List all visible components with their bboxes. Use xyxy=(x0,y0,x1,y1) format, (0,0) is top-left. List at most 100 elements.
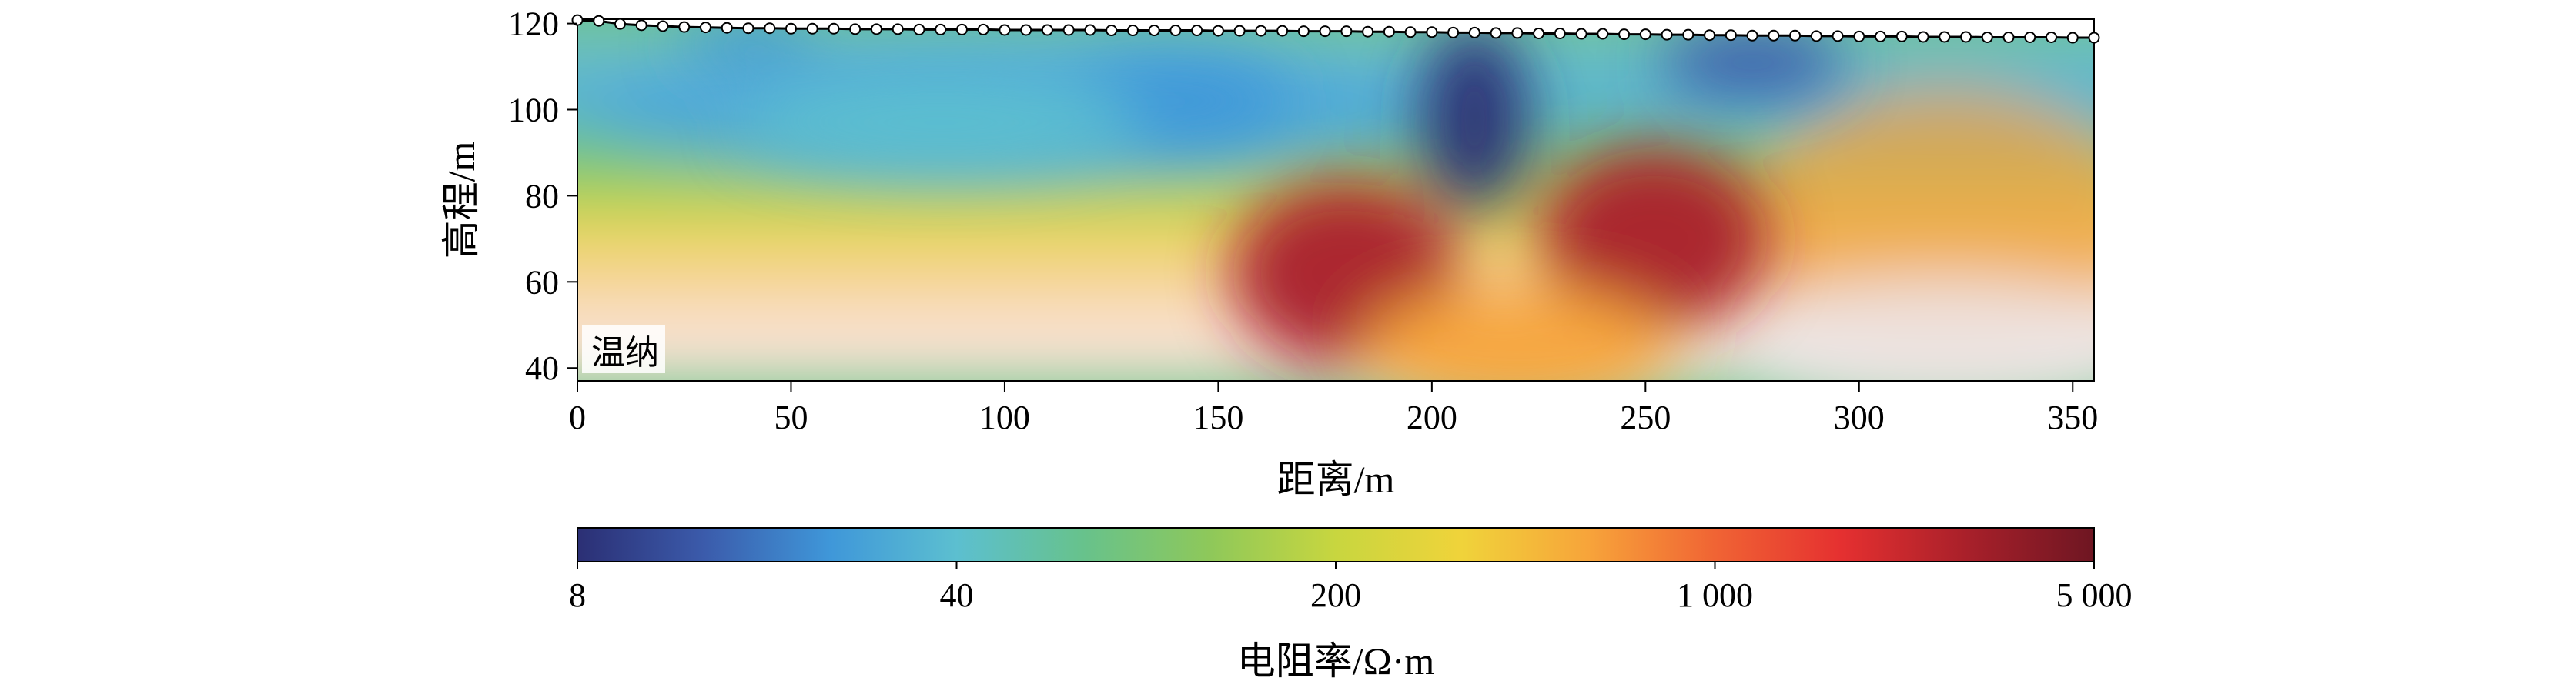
colorbar-gradient xyxy=(577,527,2095,562)
electrode-marker xyxy=(999,24,1011,36)
colorbar-tick-label: 1 000 xyxy=(1677,576,1753,614)
y-tick-label: 60 xyxy=(525,263,559,301)
electrode-markers xyxy=(571,14,2100,44)
electrode-marker xyxy=(955,23,968,35)
electrode-marker xyxy=(721,22,733,34)
electrode-marker xyxy=(1618,28,1631,41)
electrode-marker xyxy=(1789,29,1802,42)
electrode-marker xyxy=(1810,30,1822,42)
electrode-marker xyxy=(2066,32,2079,44)
x-tick-label: 150 xyxy=(1193,399,1243,436)
electrode-marker xyxy=(1511,27,1524,39)
electrode-marker xyxy=(1106,25,1118,37)
y-tick-label: 40 xyxy=(525,349,559,387)
electrode-marker xyxy=(1490,27,1502,39)
electrode-marker xyxy=(1875,30,1887,42)
colorbar-tick-label: 40 xyxy=(940,576,974,614)
electrode-marker xyxy=(699,22,711,34)
resistivity-anomaly xyxy=(740,76,1141,169)
electrode-marker xyxy=(892,23,904,35)
annotation-box xyxy=(582,325,665,373)
x-axis-title: 距离/m xyxy=(1277,458,1395,501)
electrode-marker xyxy=(1597,28,1609,40)
y-tick-label: 80 xyxy=(525,177,559,215)
electrode-marker xyxy=(1276,25,1289,37)
heatmap-field xyxy=(577,19,2094,381)
colorbar-tick-label: 8 xyxy=(569,576,586,614)
electrode-marker xyxy=(1340,25,1353,38)
electrode-marker xyxy=(2024,32,2036,43)
electrode-marker xyxy=(1062,24,1075,36)
electrode-marker xyxy=(849,23,861,35)
electrode-marker xyxy=(1426,26,1438,38)
electrode-marker xyxy=(1383,25,1395,38)
electrode-marker xyxy=(1447,26,1460,38)
electrode-marker xyxy=(1297,25,1310,38)
x-axis: 0 50 100 150 200 250 300 350 xyxy=(569,381,2098,436)
electrode-marker xyxy=(1853,30,1865,42)
electrode-marker xyxy=(1126,25,1139,37)
colorbar-tick-label: 200 xyxy=(1310,576,1361,614)
electrode-marker xyxy=(935,23,947,35)
electrode-marker xyxy=(1404,26,1417,38)
plot-frame xyxy=(577,18,2095,382)
electrode-marker xyxy=(1212,25,1224,37)
resistivity-anomaly xyxy=(678,23,818,67)
colorbar-title: 电阻率/Ω·m xyxy=(1237,639,1435,683)
electrode-marker xyxy=(1533,27,1545,39)
electrode-marker xyxy=(1661,28,1673,41)
x-tick-label: 300 xyxy=(1834,399,1885,436)
electrode-marker xyxy=(1319,25,1331,38)
x-tick-label: 100 xyxy=(979,399,1030,436)
electrode-marker xyxy=(1725,29,1737,42)
electrode-marker xyxy=(1468,26,1480,38)
electrode-marker xyxy=(1981,32,1993,43)
electrode-marker xyxy=(1768,29,1780,42)
electrode-marker xyxy=(806,22,818,35)
electrode-marker xyxy=(1084,24,1096,36)
x-tick-label: 50 xyxy=(774,399,808,436)
electrode-marker xyxy=(1960,31,1972,43)
electrode-marker xyxy=(785,22,797,35)
electrode-marker xyxy=(764,22,776,35)
electrode-marker xyxy=(1255,25,1267,37)
y-tick-label: 100 xyxy=(508,92,559,129)
electrode-marker xyxy=(1191,25,1203,37)
electrode-marker xyxy=(593,15,605,27)
electrode-marker xyxy=(870,23,882,35)
electrode-marker xyxy=(1704,29,1716,42)
electrode-marker xyxy=(1575,28,1587,40)
electrode-marker xyxy=(635,19,647,32)
electrode-marker xyxy=(614,18,626,30)
electrode-marker xyxy=(742,22,754,35)
x-tick-label: 350 xyxy=(2047,399,2098,436)
electrode-marker xyxy=(571,14,584,26)
resistivity-anomaly xyxy=(1420,25,1529,211)
y-axis: 40 60 80 100 120 xyxy=(508,5,577,387)
electrode-marker xyxy=(2002,32,2015,43)
colorbar-tick-label: 5 000 xyxy=(2056,576,2133,614)
plot-area: 温纳 xyxy=(571,14,2100,382)
electrode-marker xyxy=(657,20,669,32)
electrode-marker xyxy=(1939,31,1951,43)
x-tick-label: 250 xyxy=(1620,399,1671,436)
electrode-marker xyxy=(1895,30,1908,42)
electrode-marker xyxy=(1682,28,1694,41)
electrode-marker xyxy=(1746,29,1758,42)
electrode-marker xyxy=(2046,32,2058,43)
method-annotation: 温纳 xyxy=(591,333,659,372)
electrode-marker xyxy=(828,22,840,35)
electrode-marker xyxy=(1169,25,1182,37)
x-tick-label: 200 xyxy=(1407,399,1457,436)
resistivity-anomaly xyxy=(1538,146,1770,332)
electrode-marker xyxy=(1148,25,1160,37)
colorbar: 8 40 200 1 000 5 000 电阻率/Ω·m xyxy=(569,527,2133,683)
electrode-marker xyxy=(2088,32,2100,44)
electrode-marker xyxy=(1233,25,1246,37)
electrode-marker xyxy=(1639,28,1651,41)
electrode-marker xyxy=(1362,25,1374,38)
electrode-marker xyxy=(913,23,925,35)
electrode-marker xyxy=(977,23,989,35)
colorbar-ticks: 8 40 200 1 000 5 000 xyxy=(569,562,2133,614)
